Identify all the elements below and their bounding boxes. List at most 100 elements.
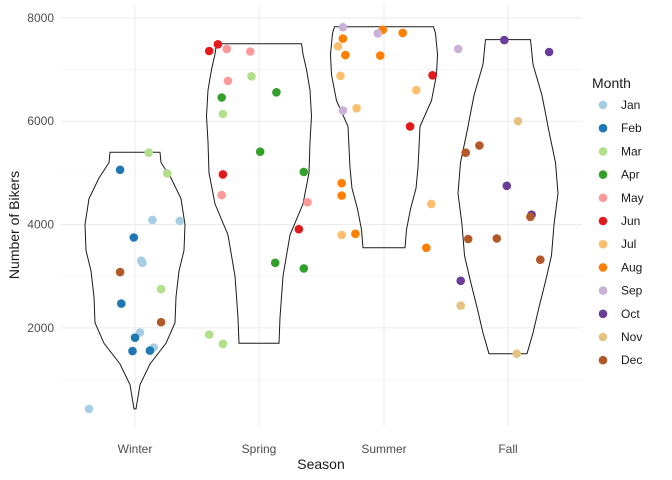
data-point <box>351 229 360 239</box>
legend-key-jun <box>598 216 608 226</box>
legend-label-jul: Jul <box>621 237 636 251</box>
data-point <box>218 170 228 179</box>
violin-fall <box>457 39 559 355</box>
data-point <box>453 44 463 54</box>
data-point <box>272 88 281 97</box>
data-point <box>500 35 509 45</box>
data-point <box>115 267 125 277</box>
data-point <box>223 76 233 86</box>
data-point <box>218 339 228 349</box>
legend-key-may <box>598 193 608 203</box>
data-point <box>341 50 350 60</box>
data-point <box>138 258 147 268</box>
data-point <box>247 72 256 81</box>
y-tick-label: 8000 <box>27 11 54 25</box>
data-point <box>156 317 166 327</box>
legend-label-nov: Nov <box>621 330 642 344</box>
data-point <box>512 349 521 359</box>
legend: Month Jan Feb Mar Apr May Jun Jul Aug Sep Oct Nov D… <box>592 75 644 367</box>
data-point <box>376 51 385 60</box>
data-point <box>337 178 347 188</box>
data-point <box>475 141 484 150</box>
data-point <box>427 199 436 209</box>
violin-summer <box>329 26 439 249</box>
data-point <box>218 109 228 119</box>
data-point <box>513 116 523 126</box>
data-point <box>270 258 280 268</box>
data-point <box>338 106 348 115</box>
data-point <box>217 190 226 200</box>
legend-label-jan: Jan <box>621 98 640 112</box>
x-tick-labels: Winter Spring Summer Fall <box>118 442 518 456</box>
data-point <box>412 85 421 95</box>
data-point <box>156 284 166 294</box>
data-point <box>255 147 265 156</box>
data-point <box>502 181 512 191</box>
data-point <box>336 71 345 81</box>
legend-label-feb: Feb <box>621 121 642 135</box>
x-tick-label: Spring <box>242 442 277 456</box>
x-axis-title: Season <box>297 456 344 472</box>
data-point <box>333 42 343 51</box>
data-point <box>117 299 126 308</box>
data-point <box>303 198 312 207</box>
y-tick-labels: 2000 4000 6000 8000 <box>27 11 54 335</box>
data-points <box>84 22 554 414</box>
legend-key-nov <box>598 332 608 342</box>
data-point <box>148 215 157 225</box>
data-point <box>145 346 155 355</box>
data-point <box>461 148 471 157</box>
data-point <box>175 216 185 226</box>
y-tick-label: 6000 <box>27 114 54 128</box>
legend-key-feb <box>598 123 608 133</box>
legend-key-jul <box>598 239 608 249</box>
legend-label-sep: Sep <box>621 284 643 298</box>
data-point <box>246 47 255 56</box>
data-point <box>299 264 309 273</box>
data-point <box>526 212 535 222</box>
legend-title: Month <box>592 75 631 91</box>
data-point <box>204 330 214 339</box>
data-point <box>492 234 502 243</box>
data-point <box>294 224 304 234</box>
data-point <box>128 346 137 356</box>
legend-key-apr <box>598 170 608 179</box>
y-tick-label: 4000 <box>27 218 54 232</box>
data-point <box>422 243 431 253</box>
data-point <box>337 230 347 240</box>
data-point <box>405 122 415 131</box>
legend-key-jan <box>598 100 608 110</box>
legend-label-jun: Jun <box>621 214 640 228</box>
x-tick-label: Summer <box>361 442 406 456</box>
data-point <box>222 44 231 54</box>
data-point <box>163 169 172 178</box>
data-point <box>456 301 466 310</box>
y-axis-title: Number of Bikers <box>6 171 22 279</box>
data-point <box>463 234 473 244</box>
data-point <box>456 276 466 286</box>
legend-key-dec <box>598 355 608 365</box>
legend-label-oct: Oct <box>621 307 640 321</box>
data-point <box>338 34 348 43</box>
data-point <box>352 104 361 113</box>
data-point <box>204 46 214 56</box>
data-point <box>338 22 348 32</box>
data-point <box>544 47 554 57</box>
data-point <box>144 148 153 157</box>
data-point <box>129 233 139 242</box>
x-tick-label: Fall <box>498 442 517 456</box>
data-point <box>299 167 309 177</box>
data-point <box>428 71 437 80</box>
data-point <box>84 404 94 414</box>
legend-key-oct <box>598 309 608 319</box>
x-tick-label: Winter <box>118 442 153 456</box>
data-point <box>337 191 347 200</box>
legend-key-sep <box>598 286 608 295</box>
violin-winter <box>84 151 186 410</box>
data-point <box>217 93 226 102</box>
legend-key-aug <box>598 263 608 272</box>
data-point <box>213 40 223 49</box>
legend-label-mar: Mar <box>621 144 642 158</box>
data-point <box>115 165 125 175</box>
